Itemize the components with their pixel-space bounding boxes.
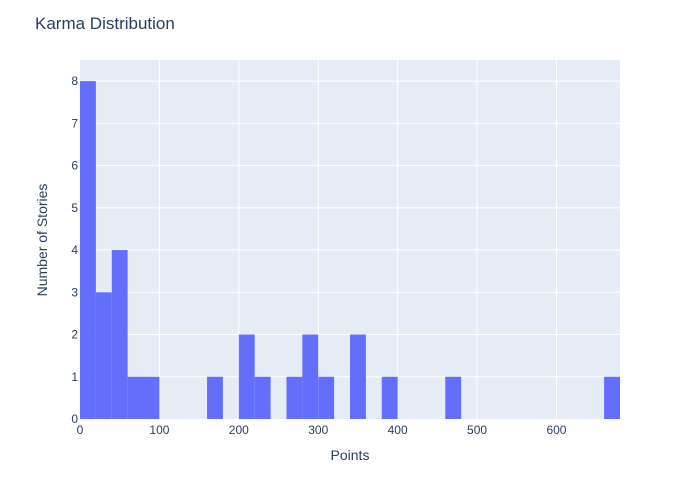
x-tick-label: 400 [388, 423, 408, 437]
histogram-bar [445, 376, 462, 419]
bars [80, 81, 620, 419]
histogram-bar [318, 376, 335, 419]
x-axis-ticks: 0 100 200 300 400 500 600 [77, 423, 567, 437]
x-tick-label: 200 [229, 423, 249, 437]
x-axis-title: Points [331, 447, 370, 463]
histogram-bar [350, 334, 366, 419]
x-tick-label: 500 [467, 423, 487, 437]
chart-title: Karma Distribution [35, 14, 175, 33]
x-tick-label: 600 [546, 423, 566, 437]
y-tick-label: 4 [71, 243, 78, 257]
histogram-bar [381, 376, 398, 419]
histogram-bar [207, 376, 223, 419]
histogram-bar [254, 376, 271, 419]
histogram-bar [111, 250, 128, 419]
histogram-bar [143, 376, 160, 419]
histogram-bar [286, 376, 303, 419]
histogram-bar [604, 376, 620, 419]
x-tick-label: 300 [308, 423, 328, 437]
x-tick-label: 0 [77, 423, 84, 437]
y-tick-label: 5 [71, 201, 78, 215]
y-tick-label: 8 [71, 74, 78, 88]
x-tick-label: 100 [149, 423, 169, 437]
y-tick-label: 0 [71, 412, 78, 426]
y-axis-title: Number of Stories [34, 184, 50, 297]
histogram-bar [127, 376, 144, 419]
y-tick-label: 7 [71, 116, 78, 130]
y-tick-label: 6 [71, 159, 78, 173]
histogram-bar [95, 292, 112, 419]
histogram-bar [238, 334, 255, 419]
y-tick-label: 2 [71, 328, 78, 342]
y-tick-label: 1 [71, 370, 78, 384]
y-axis-ticks: 0 1 2 3 4 5 6 7 8 [71, 74, 78, 426]
y-tick-label: 3 [71, 285, 78, 299]
histogram-bar [80, 81, 96, 419]
histogram-bar [302, 334, 319, 419]
